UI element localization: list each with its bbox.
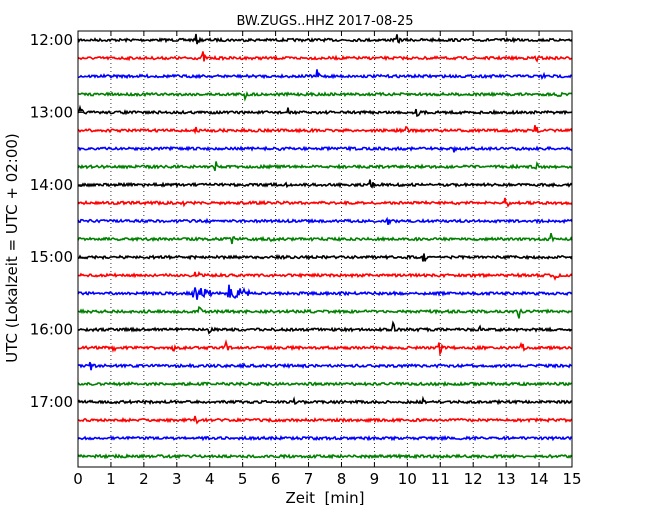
seismic-trace-1200 (77, 33, 573, 45)
seismic-trace-1600 (77, 320, 573, 335)
x-tick-label: 15 (562, 470, 581, 488)
x-tick-label: 11 (431, 470, 450, 488)
x-tick-label: 1 (106, 470, 116, 488)
seismic-trace-1715 (77, 415, 573, 425)
seismic-trace-1615 (77, 339, 573, 357)
x-tick-label: 6 (271, 470, 281, 488)
x-tick-label: 14 (530, 470, 549, 488)
seismic-trace-1500 (77, 253, 573, 262)
seismic-trace-1730 (77, 434, 573, 442)
seismic-trace-1445 (77, 232, 573, 245)
x-tick-label: 13 (497, 470, 516, 488)
seismic-trace-1300 (77, 104, 573, 118)
y-tick-label: 12:00 (30, 31, 73, 49)
seismic-trace-1400 (77, 179, 573, 189)
seismic-trace-1530 (77, 284, 573, 300)
x-tick-label: 0 (73, 470, 83, 488)
seismic-trace-1215 (77, 51, 573, 63)
seismic-trace-1230 (77, 69, 573, 81)
x-tick-label: 9 (370, 470, 380, 488)
chart-title: BW.ZUGS..HHZ 2017-08-25 (236, 14, 413, 29)
axis-ticks: 0 1 2 3 4 5 6 7 8 9 10 11 12 13 14 1512:0013:0014:0015:… (30, 31, 582, 488)
seismic-trace-1645 (77, 380, 573, 387)
y-tick-label: 17:00 (30, 393, 73, 411)
seismic-trace-1430 (77, 216, 573, 226)
seismic-trace-1745 (77, 453, 573, 460)
x-tick-label: 5 (238, 470, 248, 488)
x-tick-label: 10 (398, 470, 417, 488)
y-tick-label: 14:00 (30, 176, 73, 194)
vertical-grid (110, 31, 540, 467)
x-tick-label: 7 (304, 470, 314, 488)
seismic-trace-1415 (77, 197, 573, 208)
seismic-trace-1630 (77, 361, 573, 371)
x-tick-label: 8 (337, 470, 347, 488)
plot-frame (77, 30, 573, 468)
x-tick-label: 12 (464, 470, 483, 488)
x-axis-label: Zeit [min] (285, 489, 364, 507)
seismic-trace-1700 (77, 395, 572, 406)
seismogram-traces (77, 33, 573, 460)
x-tick-label: 4 (205, 470, 215, 488)
seismic-trace-1515 (77, 270, 573, 281)
y-axis-label: UTC (Lokalzeit = UTC + 02:00) (3, 133, 21, 363)
y-tick-label: 16:00 (30, 321, 73, 339)
seismic-trace-1345 (77, 161, 573, 172)
x-tick-label: 3 (172, 470, 182, 488)
y-tick-label: 13:00 (30, 103, 73, 121)
y-tick-label: 15:00 (30, 248, 73, 266)
x-tick-label: 2 (139, 470, 149, 488)
seismic-trace-1245 (77, 91, 572, 102)
seismic-trace-1330 (77, 145, 573, 153)
seismic-trace-1315 (77, 125, 573, 135)
seismic-trace-1545 (78, 306, 573, 319)
